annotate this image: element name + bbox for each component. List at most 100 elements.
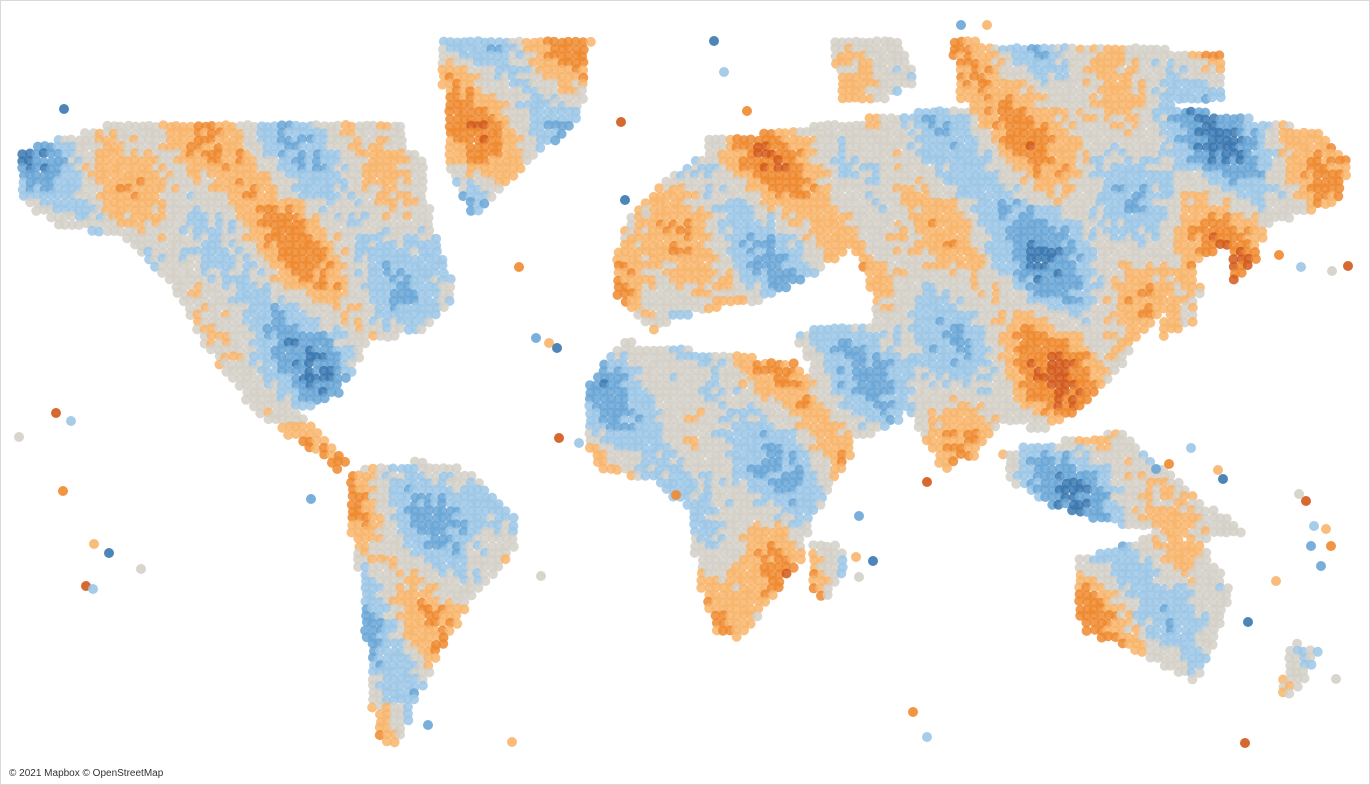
land-dot (1039, 134, 1050, 145)
land-dot (80, 128, 90, 139)
land-dot (444, 149, 455, 160)
land-dot (521, 155, 532, 166)
land-dot (1067, 163, 1078, 174)
land-dot (864, 85, 875, 96)
land-dot (269, 156, 280, 167)
land-dot (1109, 134, 1120, 145)
land-dot (500, 107, 511, 117)
land-dot (703, 170, 714, 181)
land-dot (409, 169, 420, 180)
land-dot (465, 92, 476, 103)
land-dot (171, 162, 182, 173)
land-dot (920, 134, 931, 145)
land-dot (522, 92, 533, 103)
land-dot (1138, 57, 1148, 67)
land-dot (52, 141, 63, 152)
land-dot (1242, 128, 1253, 139)
land-dot (864, 113, 875, 124)
land-dot (332, 170, 343, 181)
land-dot (1047, 134, 1058, 145)
land-dot (563, 57, 574, 68)
land-dot (206, 121, 217, 131)
land-dot (1095, 169, 1106, 180)
land-dot (67, 141, 78, 152)
land-dot (465, 134, 475, 145)
land-dot (809, 268, 820, 278)
land-dot (115, 162, 126, 173)
land-dot (1137, 120, 1147, 131)
land-dot (962, 36, 973, 47)
land-dot (1263, 162, 1274, 173)
land-dot (1187, 316, 1198, 327)
land-dot (1018, 162, 1029, 173)
land-dot (220, 155, 231, 165)
land-dot (465, 169, 476, 180)
land-dot (80, 141, 91, 152)
land-dot (781, 183, 792, 194)
land-dot (549, 106, 560, 117)
land-dot (837, 155, 848, 166)
land-dot (864, 50, 875, 61)
land-dot (193, 149, 204, 159)
land-dot (850, 155, 861, 166)
land-dot (542, 135, 553, 146)
land-dot (851, 134, 862, 145)
land-dot (445, 92, 456, 103)
land-dot (45, 148, 56, 159)
land-dot (997, 106, 1008, 116)
land-dot (724, 176, 735, 187)
land-dot (1067, 43, 1078, 54)
land-dot (564, 99, 575, 110)
land-dot (311, 163, 322, 174)
land-dot (1040, 50, 1051, 61)
land-dot (136, 156, 147, 167)
land-dot (1004, 114, 1015, 124)
land-dot (921, 114, 932, 125)
land-dot (514, 156, 525, 166)
land-dot (1075, 127, 1086, 138)
land-dot (1123, 121, 1134, 132)
land-dot (556, 64, 567, 75)
land-dot (353, 176, 364, 187)
land-dot (396, 135, 407, 146)
land-dot (445, 43, 456, 54)
land-dot (795, 162, 806, 173)
land-dot (962, 85, 973, 96)
land-dot (906, 78, 917, 89)
land-dot (654, 183, 665, 194)
land-dot (571, 113, 581, 124)
land-dot (445, 114, 456, 124)
land-dot (1298, 162, 1309, 173)
land-dot (795, 274, 806, 285)
land-dot (1123, 183, 1134, 194)
land-dot (1229, 148, 1239, 159)
land-dot (1193, 58, 1204, 68)
land-dot (1180, 50, 1190, 61)
land-dot (500, 50, 511, 61)
land-dot (493, 113, 504, 124)
land-dot (886, 162, 897, 173)
land-dot (857, 93, 868, 104)
land-dot (1060, 128, 1071, 138)
land-dot (283, 127, 294, 138)
land-dot (906, 141, 917, 152)
land-dot (1151, 135, 1162, 146)
land-dot (543, 120, 554, 131)
land-dot (661, 317, 672, 328)
land-dot (451, 155, 462, 166)
land-dot (1110, 93, 1121, 103)
land-dot (1117, 163, 1128, 174)
land-dot (970, 163, 981, 173)
land-dot (151, 176, 162, 187)
land-dot (1207, 246, 1218, 257)
land-dot (711, 302, 722, 313)
land-dot (136, 176, 147, 187)
land-dot (990, 134, 1001, 145)
land-dot (927, 134, 938, 145)
land-dot (1081, 50, 1092, 61)
land-dot (1284, 212, 1295, 223)
land-dot (304, 183, 315, 194)
land-dot (1095, 176, 1106, 187)
